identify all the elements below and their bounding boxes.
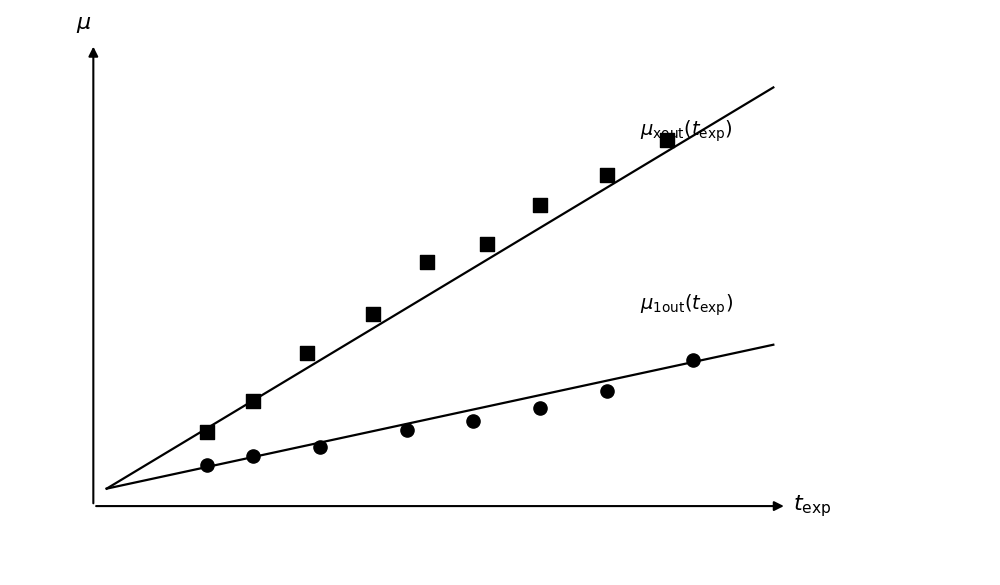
Text: $\mu_\mathrm{1out}(t_\mathrm{exp})$: $\mu_\mathrm{1out}(t_\mathrm{exp})$ (640, 292, 733, 318)
Point (199, 427, 215, 436)
Point (365, 309, 381, 319)
Point (685, 355, 701, 364)
Text: $t_\mathrm{exp}$: $t_\mathrm{exp}$ (793, 493, 832, 519)
Point (599, 170, 615, 180)
Point (479, 240, 495, 249)
Point (419, 257, 435, 267)
Point (659, 135, 675, 144)
Point (532, 403, 548, 412)
Point (199, 460, 215, 469)
Point (532, 201, 548, 210)
Point (399, 425, 415, 435)
Point (245, 397, 261, 406)
Text: $\mu$: $\mu$ (76, 15, 91, 35)
Text: $\mu_\mathrm{xout}(t_\mathrm{exp})$: $\mu_\mathrm{xout}(t_\mathrm{exp})$ (640, 118, 733, 144)
Point (299, 349, 315, 358)
Point (312, 442, 328, 452)
Point (465, 417, 481, 426)
Point (245, 451, 261, 460)
Point (599, 386, 615, 395)
